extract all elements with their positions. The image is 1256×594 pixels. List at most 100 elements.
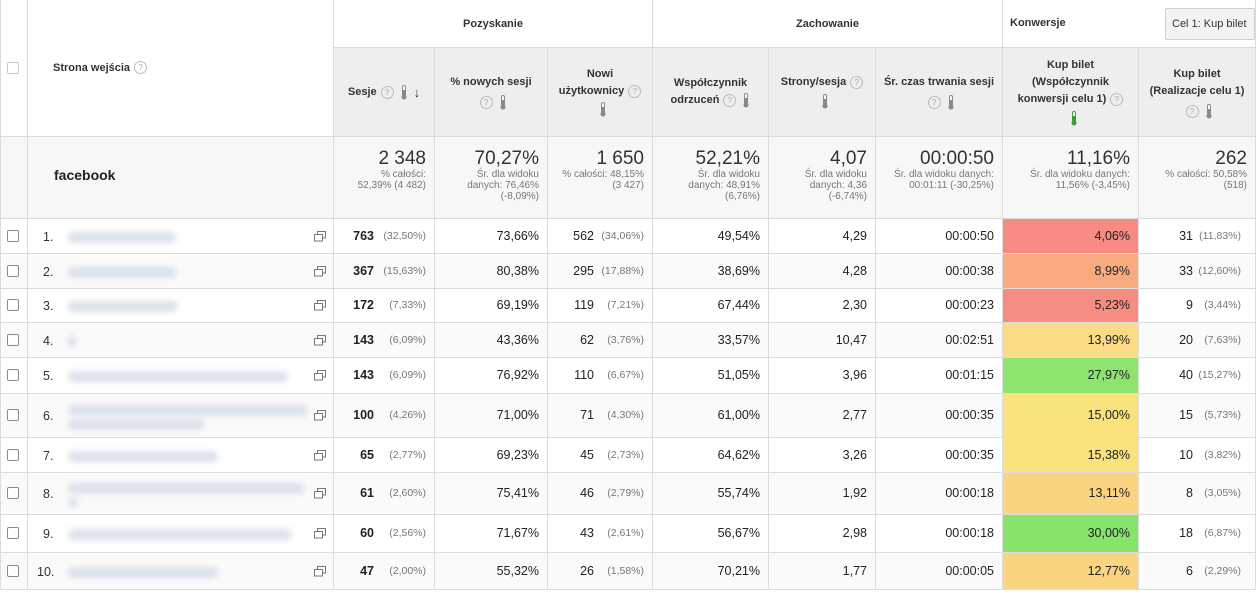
open-page-icon[interactable] <box>314 230 326 242</box>
thermometer-icon[interactable] <box>742 93 750 108</box>
new-users-value: 62 <box>580 332 594 347</box>
thermometer-icon[interactable] <box>821 93 829 109</box>
row-checkbox[interactable] <box>7 333 19 346</box>
avg-duration-value: 00:00:05 <box>945 563 994 578</box>
pages-per-session-value: 3,96 <box>842 368 867 382</box>
column-header-completions[interactable]: Kup bilet (Realizacje celu 1)? <box>1139 48 1256 137</box>
row-checkbox[interactable] <box>7 299 19 311</box>
open-page-icon[interactable] <box>314 265 326 277</box>
redacted-page-url[interactable] <box>68 371 288 382</box>
redacted-page-url[interactable] <box>68 450 218 462</box>
row-checkbox[interactable] <box>7 527 19 539</box>
row-checkbox[interactable] <box>7 369 19 381</box>
new-users-value: 110 <box>574 368 594 382</box>
row-checkbox[interactable] <box>7 409 19 421</box>
thermometer-icon[interactable] <box>947 95 955 110</box>
conversion-rate-cell: 8,99% <box>1003 254 1139 289</box>
help-icon[interactable]: ? <box>850 76 864 89</box>
open-page-icon[interactable] <box>314 488 326 499</box>
redacted-page-url[interactable] <box>68 301 178 312</box>
thermometer-icon[interactable] <box>1205 103 1213 119</box>
select-all-checkbox[interactable] <box>7 62 19 74</box>
goal-completions-cell: 6 (2,29%) <box>1139 553 1256 590</box>
column-header-new_users[interactable]: Nowi użytkownicy? <box>548 48 653 137</box>
row-index: 8. <box>43 487 54 501</box>
open-page-icon[interactable] <box>314 410 326 421</box>
thermometer-icon[interactable] <box>1070 110 1078 126</box>
row-checkbox[interactable] <box>7 564 19 577</box>
primary-dimension-label[interactable]: Strona wejścia? <box>53 61 148 74</box>
redacted-page-url[interactable] <box>68 405 308 416</box>
total-comparison-text: Śr. dla widoku <box>697 169 760 180</box>
open-page-icon[interactable] <box>314 449 326 461</box>
sessions-cell: 61 (2,60%) <box>334 473 435 515</box>
redacted-page-url[interactable] <box>68 266 176 278</box>
column-header-duration[interactable]: Śr. czas trwania sesji? <box>876 48 1003 137</box>
open-page-icon[interactable] <box>314 528 326 539</box>
goal-completions-cell: 9 (3,44%) <box>1139 289 1256 323</box>
conversion-rate-value: 15,38% <box>1087 447 1130 462</box>
entry-page-cell: 5. <box>28 358 334 394</box>
redacted-page-url[interactable] <box>68 335 76 347</box>
bounce-rate-cell: 51,05% <box>653 358 769 394</box>
open-page-icon[interactable] <box>314 334 326 346</box>
help-icon[interactable]: ? <box>479 96 493 109</box>
new-users-value: 26 <box>580 563 594 578</box>
goal-completions-cell: 8 (3,05%) <box>1139 473 1256 515</box>
redacted-page-url[interactable] <box>68 231 176 243</box>
redacted-page-url[interactable] <box>68 497 78 508</box>
pages-per-session-cell: 1,92 <box>769 473 876 515</box>
total-cell: 4,07 Śr. dla widoku danych: 4,36 (-6,74%) <box>769 137 876 219</box>
redacted-page-url[interactable] <box>68 566 218 578</box>
open-page-icon[interactable] <box>314 370 326 381</box>
goal-completions-value: 10 <box>1179 447 1193 462</box>
new-users-cell: 295 (17,88%) <box>548 254 653 289</box>
thermometer-icon[interactable] <box>400 84 408 100</box>
column-header-new_sessions[interactable]: % nowych sesji? <box>435 48 548 137</box>
total-comparison-text: Śr. dla widoku <box>476 169 539 180</box>
new-users-percent: (1,58%) <box>607 564 644 577</box>
help-icon[interactable]: ? <box>380 85 394 99</box>
open-page-icon[interactable] <box>314 300 326 311</box>
new-sessions-value: 43,36% <box>496 332 539 347</box>
new-users-percent: (6,67%) <box>607 369 644 381</box>
conversion-rate-value: 13,11% <box>1088 486 1130 500</box>
column-header-sessions[interactable]: Sesje? ↓ <box>334 48 435 137</box>
pages-per-session-value: 2,98 <box>842 526 867 540</box>
help-icon[interactable]: ? <box>927 96 941 109</box>
entry-page-cell: 4. <box>28 323 334 358</box>
row-checkbox[interactable] <box>7 487 19 499</box>
column-header-pages[interactable]: Strony/sesja? <box>769 48 876 137</box>
total-big-value: 1 650 <box>596 148 644 169</box>
total-values: 52,21% Śr. dla widoku danych: 48,91% (6,76%… <box>688 149 760 203</box>
row-checkbox-cell <box>0 515 28 553</box>
help-icon[interactable]: ? <box>628 84 642 98</box>
sessions-percent: (2,56%) <box>389 527 426 539</box>
row-checkbox[interactable] <box>7 229 19 242</box>
thermometer-icon[interactable] <box>499 95 507 110</box>
avg-duration-cell: 00:00:18 <box>876 515 1003 553</box>
help-icon[interactable]: ? <box>723 94 737 107</box>
column-header-line: Nowi <box>587 66 613 83</box>
help-icon[interactable]: ? <box>1185 104 1199 118</box>
row-checkbox[interactable] <box>7 448 19 461</box>
redacted-page-url[interactable] <box>68 419 204 430</box>
help-icon[interactable]: ? <box>134 61 148 74</box>
new-users-cell: 110 (6,67%) <box>548 358 653 394</box>
redacted-page-url[interactable] <box>68 529 292 540</box>
column-header-text: użytkownicy <box>558 84 625 97</box>
bounce-rate-cell: 56,67% <box>653 515 769 553</box>
goal-select-dropdown[interactable]: Cel 1: Kup bilet ▼ <box>1165 8 1255 40</box>
open-page-icon[interactable] <box>314 565 326 577</box>
column-header-conv_rate[interactable]: Kup bilet (Współczynnik konwersji celu 1)? <box>1003 48 1139 137</box>
thermometer-icon[interactable] <box>599 102 607 117</box>
sort-descending-icon[interactable]: ↓ <box>413 84 421 100</box>
redacted-page-url[interactable] <box>68 483 304 494</box>
column-header-bounce[interactable]: Współczynnik odrzuceń? <box>653 48 769 137</box>
total-values: 11,16% Śr. dla widoku danych: 11,56% (-3,4… <box>1030 149 1130 192</box>
conversion-rate-value: 13,99% <box>1087 332 1130 347</box>
sessions-value: 143 <box>353 368 374 382</box>
row-checkbox[interactable] <box>7 264 19 277</box>
help-icon[interactable]: ? <box>1110 93 1124 106</box>
column-header-icons <box>815 93 829 110</box>
